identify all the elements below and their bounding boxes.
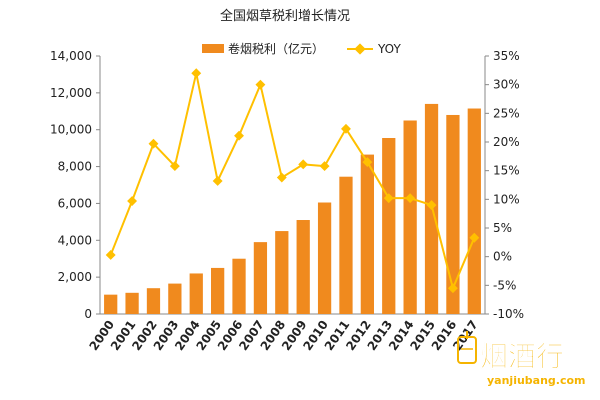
bar	[253, 242, 268, 314]
yoy-point	[426, 200, 437, 211]
bar	[382, 138, 396, 314]
y-right-tick-label: -5%	[493, 278, 516, 292]
yoy-series	[105, 68, 480, 294]
y-left-tick-label: 8,000	[58, 160, 92, 174]
axes: 0 2,000 4,000 6,000 8,000 10,000 12,000 14,000 -…	[50, 49, 524, 321]
yoy-point	[234, 130, 244, 141]
yoy-point	[469, 232, 480, 243]
y-right-tick-label: 15%	[493, 164, 520, 178]
legend-swatch-marker	[354, 43, 366, 55]
yoy-point	[191, 68, 202, 79]
watermark: 烟酒行 yanjiubang.com	[457, 331, 586, 387]
bar	[189, 273, 203, 314]
y-right-tick-label: 10%	[493, 192, 520, 206]
yoy-point	[362, 157, 373, 168]
bar	[168, 283, 182, 314]
bar	[317, 202, 332, 314]
y-right-tick-label: 25%	[493, 106, 520, 120]
bar	[360, 154, 374, 314]
yoy-line	[109, 72, 476, 290]
y-right-tick-label: 5%	[493, 221, 512, 235]
y-right-tick-label: 35%	[493, 49, 520, 63]
yoy-point	[276, 172, 287, 183]
bar	[232, 258, 246, 314]
yoy-point	[212, 176, 223, 186]
y-right-tick-label: -10%	[493, 307, 524, 321]
y-left-tick-label: 2,000	[58, 270, 92, 284]
chart-title: 全国烟草税利增长情况	[220, 8, 350, 24]
y-right-tick-label: 0%	[493, 250, 512, 264]
y-left-tick-label: 6,000	[58, 196, 92, 210]
x-axis-labels: 2000200120022003200420052006200720082009…	[87, 318, 481, 353]
yoy-point	[341, 123, 351, 134]
yoy-point	[105, 249, 116, 260]
y-left-tick-label: 0	[84, 307, 92, 321]
yoy-point	[148, 138, 159, 149]
yoy-point	[383, 193, 394, 204]
y-right-tick-label: 30%	[493, 78, 520, 92]
bar	[125, 292, 139, 314]
bar	[467, 108, 481, 315]
yoy-point	[405, 193, 416, 204]
bar	[339, 176, 353, 314]
y-left-tick-label: 4,000	[58, 233, 92, 247]
y-right-tick-label: 20%	[493, 135, 520, 149]
legend-swatch-bar	[202, 44, 224, 53]
legend-label-line: YOY	[377, 42, 401, 56]
yoy-point	[298, 159, 309, 170]
bar	[403, 120, 417, 314]
yoy-point	[255, 79, 266, 90]
legend: 卷烟税利（亿元） YOY	[202, 41, 401, 56]
yoy-point	[169, 161, 180, 172]
bar	[211, 267, 225, 314]
legend-label-bar: 卷烟税利（亿元）	[228, 41, 324, 56]
bar-series	[104, 103, 481, 315]
y-left-tick-label: 10,000	[50, 123, 92, 137]
y-left-tick-label: 12,000	[50, 86, 92, 100]
watermark-brand: 烟酒行	[480, 340, 564, 373]
yoy-point	[319, 161, 330, 172]
yoy-point	[447, 283, 458, 294]
bar	[146, 288, 161, 314]
y-left-tick-label: 14,000	[50, 49, 92, 63]
bar	[275, 231, 289, 314]
bar	[104, 294, 118, 314]
bar	[296, 220, 310, 314]
bar	[446, 114, 460, 314]
yoy-point	[127, 196, 138, 207]
watermark-logo-icon	[457, 331, 477, 364]
watermark-url: yanjiubang.com	[487, 374, 586, 387]
